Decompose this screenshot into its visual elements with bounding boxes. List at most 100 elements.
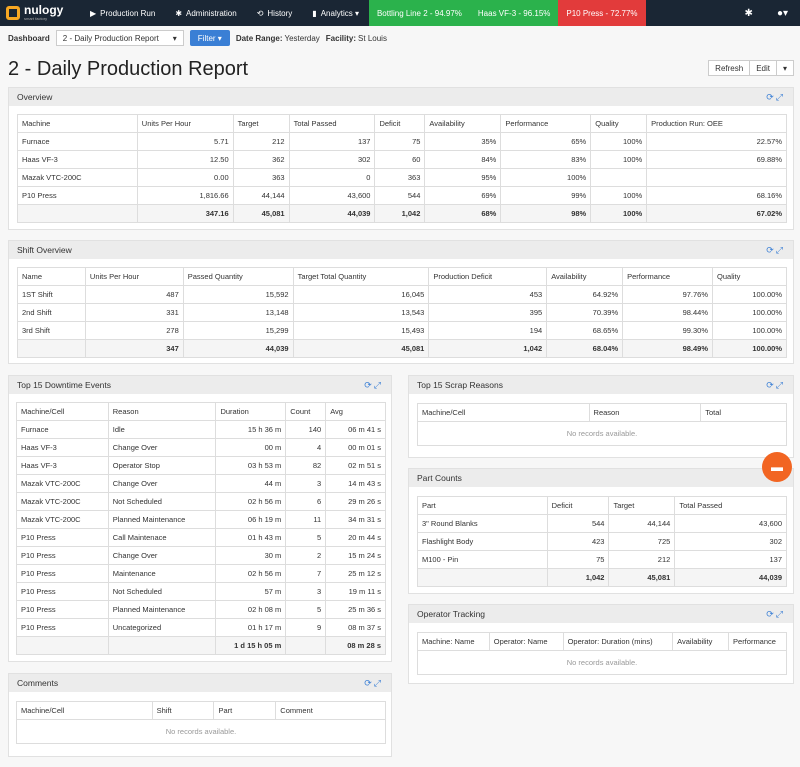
column-header[interactable]: Quality [590, 114, 648, 133]
table-cell: 212 [608, 550, 676, 569]
brand-logo[interactable]: nulogy smart factory [0, 0, 80, 26]
total-cell: 1,042 [374, 204, 426, 223]
refresh-expand-icon[interactable]: ⟳⤢ [364, 379, 383, 390]
column-header[interactable]: Deficit [546, 496, 610, 515]
column-header[interactable]: Machine: Name [417, 632, 490, 651]
nav-analytics[interactable]: ▮ Analytics ▾ [302, 0, 369, 26]
column-header[interactable]: Operator: Name [488, 632, 564, 651]
table-total-row: 347 44,039 45,081 1,042 68.04% 98.49% 100.00% [17, 339, 787, 358]
column-header[interactable]: Quality [712, 267, 787, 286]
column-header[interactable]: Availability [672, 632, 730, 651]
column-header[interactable]: Performance [622, 267, 714, 286]
chat-icon[interactable]: ▬ [762, 452, 792, 482]
table-cell: 544 [374, 186, 426, 205]
column-header[interactable]: Duration [215, 402, 287, 421]
top-nav: nulogy smart factory ▶ Production Run ✱ Ad… [0, 0, 800, 26]
refresh-button[interactable]: Refresh [708, 60, 751, 76]
column-header[interactable]: Comment [275, 701, 386, 720]
status-p10-press[interactable]: P10 Press - 72.77% [558, 0, 646, 26]
column-header[interactable]: Units Per Hour [84, 267, 184, 286]
table-row: Haas VF-3 12.50 362 302 60 84% 83% 100% 69.88% [17, 150, 787, 169]
column-header[interactable]: Machine [17, 114, 138, 133]
table-cell: 137 [288, 132, 376, 151]
table-total-row: 1 d 15 h 05 m 08 m 28 s [16, 636, 386, 655]
nav-production-run[interactable]: ▶ Production Run [80, 0, 165, 26]
column-header[interactable]: Machine/Cell [16, 701, 153, 720]
refresh-expand-icon[interactable]: ⟳⤢ [364, 677, 383, 688]
column-header[interactable]: Reason [588, 403, 702, 422]
gear-icon: ✱ [175, 8, 183, 18]
column-header[interactable]: Machine/Cell [417, 403, 590, 422]
table-cell: Furnace [16, 420, 109, 439]
table-cell: 5.71 [136, 132, 234, 151]
shift-overview-panel: Shift Overview ⟳⤢ Name Units Per Hour Passe… [8, 240, 794, 364]
table-cell: 57 m [215, 582, 287, 601]
table-cell: 30 m [215, 546, 287, 565]
column-header[interactable]: Total Passed [674, 496, 787, 515]
column-header[interactable]: Production Deficit [428, 267, 548, 286]
table-cell: 140 [285, 420, 327, 439]
table-cell: 302 [674, 532, 787, 551]
table-row: 3" Round Blanks 544 44,144 43,600 [417, 514, 787, 533]
total-cell [17, 339, 86, 358]
column-header[interactable]: Deficit [374, 114, 426, 133]
refresh-expand-icon[interactable]: ⟳⤢ [766, 379, 785, 390]
column-header[interactable]: Part [417, 496, 548, 515]
table-row: P10 Press Planned Maintenance 02 h 08 m 5 25… [16, 600, 386, 619]
table-cell: 363 [374, 168, 426, 187]
column-header[interactable]: Production Run: OEE [646, 114, 787, 133]
table-cell: 3" Round Blanks [417, 514, 548, 533]
column-header[interactable]: Performance [728, 632, 787, 651]
table-cell: 02 h 08 m [215, 600, 287, 619]
column-header[interactable]: Total [700, 403, 787, 422]
user-icon[interactable]: ●▾ [776, 7, 788, 19]
column-header[interactable]: Target Total Quantity [292, 267, 430, 286]
table-cell: Operator Stop [107, 456, 217, 475]
column-header[interactable]: Total Passed [288, 114, 376, 133]
nav-administration[interactable]: ✱ Administration [165, 0, 246, 26]
total-cell: 08 m 28 s [325, 636, 386, 655]
settings-icon[interactable]: ✱ [744, 7, 753, 19]
column-header[interactable]: Name [17, 267, 86, 286]
column-header[interactable]: Machine/Cell [16, 402, 109, 421]
column-header[interactable]: Target [232, 114, 290, 133]
column-header[interactable]: Avg [325, 402, 386, 421]
column-header[interactable]: Passed Quantity [182, 267, 294, 286]
column-header[interactable]: Shift [151, 701, 215, 720]
column-header[interactable]: Performance [500, 114, 592, 133]
table-header-row: Machine Units Per Hour Target Total Passed D… [17, 114, 787, 133]
table-row: Haas VF-3 Operator Stop 03 h 53 m 82 02 m 51… [16, 456, 386, 475]
refresh-expand-icon[interactable]: ⟳⤢ [766, 244, 785, 255]
column-header[interactable]: Target [608, 496, 676, 515]
scrap-panel: Top 15 Scrap Reasons ⟳⤢ Machine/Cell Reaso… [408, 375, 794, 458]
table-cell: Uncategorized [107, 618, 217, 637]
table-cell: Change Over [107, 438, 217, 457]
total-cell: 68% [424, 204, 502, 223]
column-header[interactable]: Availability [546, 267, 624, 286]
table-row: Mazak VTC-200C 0.00 363 0 363 95% 100% [17, 168, 787, 187]
table-row: Flashlight Body 423 725 302 [417, 532, 787, 551]
filter-button[interactable]: Filter ▾ [189, 30, 230, 46]
status-bottling-line-2[interactable]: Bottling Line 2 - 94.97% [368, 0, 470, 26]
table-cell: 6 [285, 492, 327, 511]
edit-dropdown-button[interactable]: ▾ [776, 60, 794, 76]
column-header[interactable]: Availability [424, 114, 502, 133]
panel-title: Operator Tracking [417, 609, 486, 619]
table-row: Furnace 5.71 212 137 75 35% 65% 100% 22.57% [17, 132, 787, 151]
column-header[interactable]: Part [213, 701, 277, 720]
status-haas-vf3[interactable]: Haas VF-3 - 96.15% [469, 0, 559, 26]
dashboard-select[interactable]: 2 - Daily Production Report ▾ [55, 30, 184, 46]
table-cell: 29 m 26 s [325, 492, 386, 511]
column-header[interactable]: Count [285, 402, 327, 421]
table-cell: 15 h 36 m [215, 420, 287, 439]
nav-history[interactable]: ⟲ History [247, 0, 303, 26]
table-cell: 22.57% [646, 132, 787, 151]
refresh-expand-icon[interactable]: ⟳⤢ [766, 91, 785, 102]
table-cell: 11 [285, 510, 327, 529]
column-header[interactable]: Reason [107, 402, 217, 421]
column-header[interactable]: Operator: Duration (mins) [562, 632, 674, 651]
table-cell: 302 [288, 150, 376, 169]
refresh-expand-icon[interactable]: ⟳⤢ [766, 608, 785, 619]
column-header[interactable]: Units Per Hour [136, 114, 234, 133]
edit-button[interactable]: Edit [750, 60, 777, 76]
